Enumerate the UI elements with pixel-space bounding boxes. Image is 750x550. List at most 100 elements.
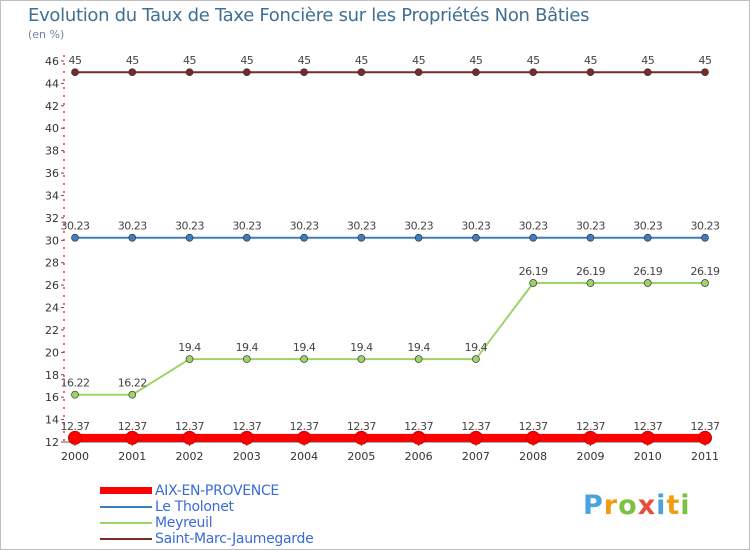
data-label: 12.37: [347, 420, 376, 433]
data-point: [300, 233, 308, 242]
data-point: [701, 279, 709, 287]
data-point: [529, 279, 538, 287]
y-tick-label: 20: [45, 346, 59, 359]
y-tick-label: 44: [45, 77, 59, 90]
legend-swatch: [100, 487, 152, 494]
data-point: [128, 233, 137, 242]
data-point: [182, 430, 197, 445]
x-tick-label: 2003: [233, 450, 261, 463]
x-tick-label: 2007: [462, 450, 490, 463]
data-label: 45: [641, 54, 654, 67]
data-point: [242, 68, 251, 77]
data-label: 30.23: [290, 220, 319, 233]
y-tick-label: 40: [45, 122, 59, 135]
data-point: [300, 68, 308, 77]
data-label: 30.23: [118, 220, 147, 233]
data-label: 19.4: [407, 341, 430, 354]
data-label: 12.37: [691, 420, 720, 433]
data-point: [185, 233, 194, 242]
x-tick-label: 2004: [290, 450, 318, 463]
data-point: [300, 355, 308, 363]
y-tick-label: 18: [45, 369, 59, 382]
data-point: [357, 68, 366, 77]
data-point: [529, 233, 538, 242]
y-unit-label: (en %): [28, 28, 65, 41]
logo-letter: r: [603, 490, 619, 521]
data-label: 45: [69, 54, 82, 67]
y-tick-label: 16: [45, 391, 59, 404]
data-point: [125, 430, 140, 445]
data-label: 26.19: [576, 265, 605, 278]
x-tick-label: 2011: [691, 450, 719, 463]
y-tick-label: 46: [45, 55, 59, 68]
chart-title: Evolution du Taux de Taxe Foncière sur l…: [28, 5, 590, 26]
legend-label: AIX-EN-PROVENCE: [155, 483, 279, 499]
data-point: [643, 68, 652, 77]
x-tick-label: 2006: [405, 450, 433, 463]
data-point: [68, 430, 82, 445]
data-label: 45: [584, 54, 597, 67]
logo-letter: t: [666, 490, 681, 521]
legend-label: Saint-Marc-Jaumegarde: [155, 531, 314, 547]
data-label: 45: [355, 54, 368, 67]
data-label: 30.23: [175, 220, 204, 233]
data-point: [472, 233, 480, 242]
data-label: 45: [298, 54, 311, 67]
y-tick-label: 42: [45, 100, 59, 113]
data-point: [185, 68, 194, 77]
data-label: 19.4: [465, 341, 488, 354]
legend-swatch: [100, 506, 152, 508]
data-point: [354, 430, 369, 445]
y-tick-label: 30: [45, 234, 59, 247]
data-point: [701, 68, 709, 77]
data-label: 19.4: [178, 341, 201, 354]
data-point: [701, 233, 709, 242]
data-point: [411, 430, 426, 445]
data-label: 30.23: [691, 220, 720, 233]
data-point: [643, 279, 652, 287]
data-point: [698, 430, 712, 445]
data-point: [586, 233, 595, 242]
data-label: 26.19: [691, 265, 720, 278]
line-chart: 12 14 16 18 20 22 24 26 28 30 32 34 36 38 40 42 44 46 2000…: [45, 54, 721, 463]
data-label: 30.23: [633, 220, 662, 233]
data-point: [472, 68, 480, 77]
data-point: [71, 233, 79, 242]
data-point: [414, 355, 423, 363]
x-tick-label: 2002: [176, 450, 204, 463]
legend-label: Le Tholonet: [155, 499, 234, 515]
data-point: [71, 390, 79, 399]
data-point: [239, 430, 254, 445]
data-label: 19.4: [350, 341, 373, 354]
data-label: 45: [240, 54, 253, 67]
data-point: [586, 279, 595, 287]
series-layer: [68, 68, 712, 445]
data-label: 45: [699, 54, 712, 67]
data-point: [529, 68, 538, 77]
data-point: [297, 430, 312, 445]
y-tick-label: 32: [45, 212, 59, 225]
x-tick-label: 2001: [118, 450, 146, 463]
data-point: [643, 233, 652, 242]
data-label: 45: [469, 54, 482, 67]
data-label: 30.23: [461, 220, 490, 233]
data-label: 30.23: [519, 220, 548, 233]
y-tick-label: 38: [45, 145, 59, 158]
data-point: [414, 68, 423, 77]
data-label: 12.37: [118, 420, 147, 433]
y-tick-label: 36: [45, 167, 59, 180]
data-label: 12.37: [404, 420, 433, 433]
legend-swatch: [100, 538, 152, 540]
y-tick-label: 26: [45, 279, 59, 292]
logo-letter: x: [637, 490, 657, 521]
data-point: [414, 233, 423, 242]
data-label: 45: [412, 54, 425, 67]
x-tick-label: 2008: [519, 450, 547, 463]
data-point: [640, 430, 655, 445]
legend-label: Meyreuil: [155, 515, 213, 531]
data-label-layer: 45 45 45 45 45 45 45 45 45 45 45 45 30.23 30.23 30.23 3…: [61, 54, 721, 433]
logo-letter: i: [656, 490, 667, 521]
data-point: [357, 233, 366, 242]
data-label: 16.22: [61, 377, 90, 390]
